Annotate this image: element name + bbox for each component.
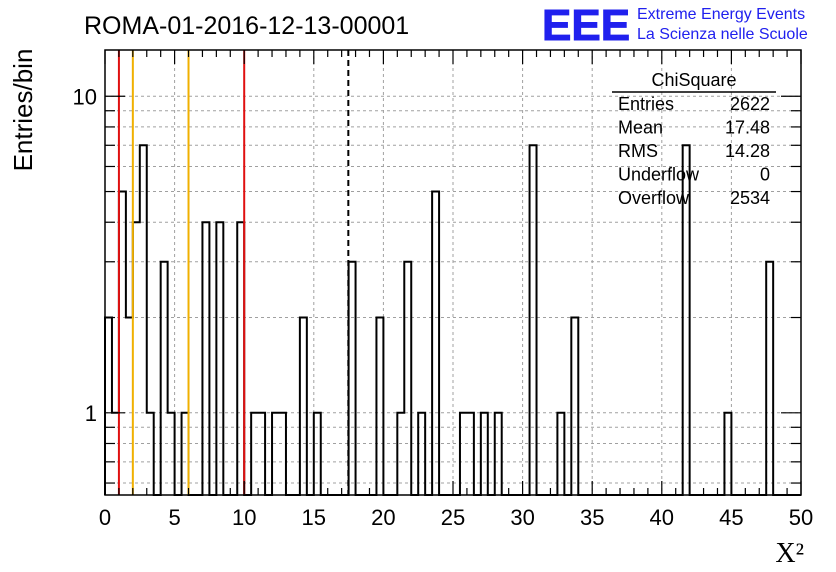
chart-title: ROMA-01-2016-12-13-00001 bbox=[84, 12, 409, 40]
histogram-bin bbox=[300, 318, 307, 495]
histogram-bin bbox=[258, 413, 265, 495]
stats-label: Overflow bbox=[618, 188, 690, 208]
eee-logo: EEE Extreme Energy Events La Scienza nel… bbox=[542, 1, 808, 51]
histogram-bin bbox=[724, 413, 731, 495]
x-tick-label: 25 bbox=[441, 505, 465, 530]
histogram-bin bbox=[404, 262, 411, 495]
histogram-bin bbox=[418, 413, 425, 495]
x-tick-label: 45 bbox=[719, 505, 743, 530]
histogram-bin bbox=[133, 222, 140, 495]
x-tick-label: 10 bbox=[232, 505, 256, 530]
histogram-bin bbox=[126, 318, 133, 495]
histogram-bin bbox=[237, 222, 244, 495]
x-tick-label: 5 bbox=[168, 505, 180, 530]
stats-title: ChiSquare bbox=[651, 70, 736, 90]
histogram-bin bbox=[272, 413, 279, 495]
y-tick-label: 1 bbox=[85, 401, 97, 426]
stats-label: Underflow bbox=[618, 165, 700, 185]
marker-lines bbox=[117, 50, 350, 495]
x-tick-label: 50 bbox=[789, 505, 813, 530]
histogram-bin bbox=[397, 413, 404, 495]
stats-value: 0 bbox=[760, 165, 770, 185]
histogram-bin bbox=[161, 262, 168, 495]
x-tick-label: 35 bbox=[580, 505, 604, 530]
stats-label: Entries bbox=[618, 94, 674, 114]
histogram-bin bbox=[495, 413, 502, 495]
eee-logo-mark: EEE bbox=[542, 1, 630, 50]
histogram-bin bbox=[571, 318, 578, 495]
histogram-bin bbox=[216, 222, 223, 495]
histogram-bin bbox=[432, 192, 439, 495]
histogram-bin bbox=[557, 413, 564, 495]
histogram-bin bbox=[119, 192, 126, 495]
x-tick-label: 0 bbox=[99, 505, 111, 530]
histogram-bin bbox=[766, 262, 773, 495]
histogram-bin bbox=[105, 318, 112, 495]
histogram-bin bbox=[147, 413, 154, 495]
histogram-bin bbox=[168, 413, 175, 495]
stats-value: 2622 bbox=[730, 94, 770, 114]
histogram-bin bbox=[349, 262, 356, 495]
stats-rows: Entries 2622 Mean 17.48 RMS 14.28 Underflow 0 Ov… bbox=[618, 94, 770, 208]
stats-box: ChiSquare Entries 2622 Mean 17.48 RMS 14.28 Un… bbox=[612, 70, 776, 208]
histogram-bin bbox=[279, 413, 286, 495]
x-tick-label: 20 bbox=[371, 505, 395, 530]
stats-value: 17.48 bbox=[725, 118, 770, 138]
histogram-bin bbox=[467, 413, 474, 495]
histogram-bin bbox=[140, 145, 147, 495]
histogram-bin bbox=[481, 413, 488, 495]
stats-value: 2534 bbox=[730, 188, 770, 208]
histogram-bin bbox=[202, 222, 209, 495]
stats-label: Mean bbox=[618, 118, 663, 138]
x-tick-label: 40 bbox=[650, 505, 674, 530]
x-axis-title: X² bbox=[775, 538, 804, 569]
histogram-bin bbox=[182, 413, 189, 495]
x-tick-label: 30 bbox=[510, 505, 534, 530]
stats-label: RMS bbox=[618, 141, 658, 161]
histogram-bin bbox=[376, 318, 383, 495]
y-axis-title: Entries/bin bbox=[8, 49, 38, 172]
histogram-bin bbox=[530, 145, 537, 495]
y-tick-label: 10 bbox=[73, 84, 97, 109]
logo-line-2: La Scienza nelle Scuole bbox=[637, 26, 808, 43]
axes: 0 5 10 15 20 25 30 35 40 45 50 1 10 bbox=[73, 49, 813, 530]
stats-value: 14.28 bbox=[725, 141, 770, 161]
logo-line-1: Extreme Energy Events bbox=[637, 6, 805, 23]
histogram-bin bbox=[314, 413, 321, 495]
histogram-bin bbox=[251, 413, 258, 495]
x-tick-label: 15 bbox=[302, 505, 326, 530]
histogram-bin bbox=[460, 413, 467, 495]
grid bbox=[105, 50, 801, 495]
